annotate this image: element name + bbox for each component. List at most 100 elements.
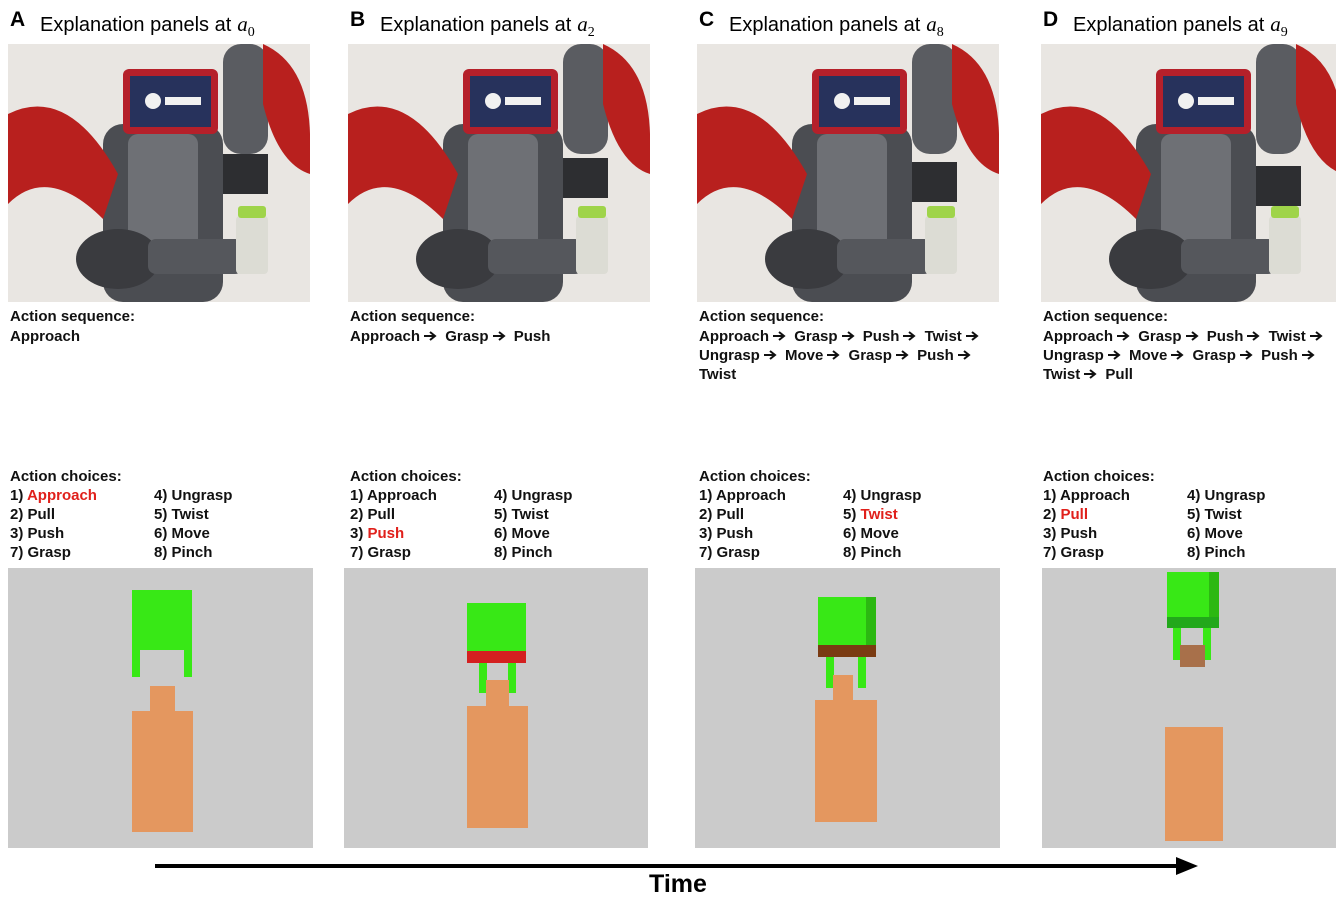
robot-gripper <box>1256 166 1301 206</box>
sim-gripper-side <box>866 597 876 645</box>
choice-name: Pinch <box>1204 544 1246 561</box>
arrow-path <box>1185 331 1199 341</box>
action-choice: 5) Twist <box>1187 506 1242 523</box>
sequence-action: Push <box>513 328 551 345</box>
bottle <box>576 216 608 274</box>
sequence-item: Grasp <box>794 328 858 345</box>
action-choice: 7) Grasp <box>350 544 411 561</box>
action-choice: 4) Ungrasp <box>1187 487 1265 504</box>
choice-number: 4) <box>1187 487 1201 504</box>
sequence-item: Approach <box>10 328 80 345</box>
sim-gripper-side <box>1209 572 1219 617</box>
sequence-arrow <box>1301 350 1315 360</box>
sim-bottle <box>132 711 193 832</box>
title-math: a0 <box>237 12 255 40</box>
sequence-arrow <box>965 331 979 341</box>
sequence-arrow <box>492 331 506 341</box>
robot-logo-text <box>1198 97 1234 105</box>
action-choice: 3) Push <box>1043 525 1097 542</box>
sequence-arrow <box>957 350 971 360</box>
math-var: a <box>237 12 248 36</box>
arrow-path <box>903 331 917 341</box>
choice-name: Approach <box>26 487 97 504</box>
robot-left-arm <box>1041 106 1151 219</box>
action-choice: 8) Pinch <box>1187 544 1245 561</box>
choice-number: 8) <box>843 544 857 561</box>
choices-label: Action choices: <box>699 468 811 485</box>
choice-number: 8) <box>1187 544 1201 561</box>
action-choice: 1) Approach <box>350 487 437 504</box>
sequence-item: Grasp <box>1138 328 1202 345</box>
choice-name: Approach <box>715 487 786 504</box>
sequence-item: Approach <box>699 328 790 345</box>
action-choice: 6) Move <box>1187 525 1243 542</box>
bottle-cap <box>238 206 266 218</box>
simulation-render <box>695 568 1000 848</box>
choice-number: 3) <box>699 525 713 542</box>
robot-right-shoulder <box>952 44 999 174</box>
choices-label: Action choices: <box>10 468 122 485</box>
sequence-arrow <box>1309 331 1323 341</box>
arrow-path <box>1107 350 1121 360</box>
bottle-cap <box>1271 206 1299 218</box>
sequence-action: Push <box>1261 347 1298 364</box>
choice-number: 1) <box>10 487 24 504</box>
panel-letter: C <box>699 8 715 31</box>
arrow-path <box>1117 331 1130 341</box>
sequence-action: Twist <box>1268 328 1306 345</box>
choice-number: 5) <box>154 506 168 523</box>
choice-name: Ungrasp <box>171 487 233 504</box>
action-choice: 7) Grasp <box>10 544 71 561</box>
robot-gripper <box>223 154 268 194</box>
sequence-arrow <box>1117 331 1130 341</box>
sequence-action: Ungrasp <box>1043 347 1104 364</box>
sim-gripper-body <box>467 603 526 651</box>
math-sub: 0 <box>247 25 255 41</box>
arrow-path <box>424 331 437 341</box>
choice-name: Push <box>367 525 405 542</box>
arrow-path <box>1301 350 1315 360</box>
arrow-path <box>773 331 786 341</box>
choice-number: 8) <box>494 544 508 561</box>
action-choice: 4) Ungrasp <box>843 487 921 504</box>
action-choice: 3) Push <box>10 525 64 542</box>
robot-right-shoulder <box>603 44 650 174</box>
robot-right-arm <box>563 44 608 154</box>
sequence-label: Action sequence: <box>1043 308 1169 325</box>
action-sequence: Approach Grasp Push <box>350 327 650 346</box>
robot-forearm <box>488 239 583 274</box>
sequence-item: Twist <box>925 328 983 345</box>
sim-bottle <box>815 700 877 822</box>
choice-number: 2) <box>1043 506 1057 523</box>
sim-bottle-cap <box>150 686 175 711</box>
choices-label: Action choices: <box>1043 468 1155 485</box>
bottle <box>236 216 268 274</box>
math-sub: 8 <box>936 25 944 41</box>
action-choice: 6) Move <box>494 525 550 542</box>
arrow-path <box>841 331 855 341</box>
title-text: Explanation panels at <box>40 14 232 36</box>
action-choice: 2) Pull <box>10 506 55 523</box>
choice-name: Twist <box>1204 506 1242 523</box>
sequence-item: Grasp <box>1193 347 1257 364</box>
action-choice: 8) Pinch <box>843 544 901 561</box>
time-label: Time <box>649 870 707 898</box>
robot-torso-center <box>1161 134 1231 254</box>
panel-letter: B <box>350 8 366 31</box>
robot-lower-arm <box>416 229 500 289</box>
panel-title: Explanation panels at a2 <box>380 12 595 41</box>
action-choice: 8) Pinch <box>494 544 552 561</box>
sequence-item: Ungrasp <box>699 347 781 364</box>
sequence-item: Push <box>863 328 921 345</box>
robot-forearm <box>837 239 932 274</box>
robot-lower-arm <box>76 229 160 289</box>
sequence-item: Twist <box>1043 366 1101 383</box>
sequence-item: Move <box>1129 347 1188 364</box>
sim-gripper-body <box>132 590 192 650</box>
robot-torso-center <box>128 134 198 254</box>
choice-name: Push <box>1060 525 1098 542</box>
sequence-item: Pull <box>1105 366 1133 383</box>
title-math: a8 <box>926 12 944 40</box>
robot-gripper <box>563 158 608 198</box>
choice-name: Pinch <box>860 544 902 561</box>
